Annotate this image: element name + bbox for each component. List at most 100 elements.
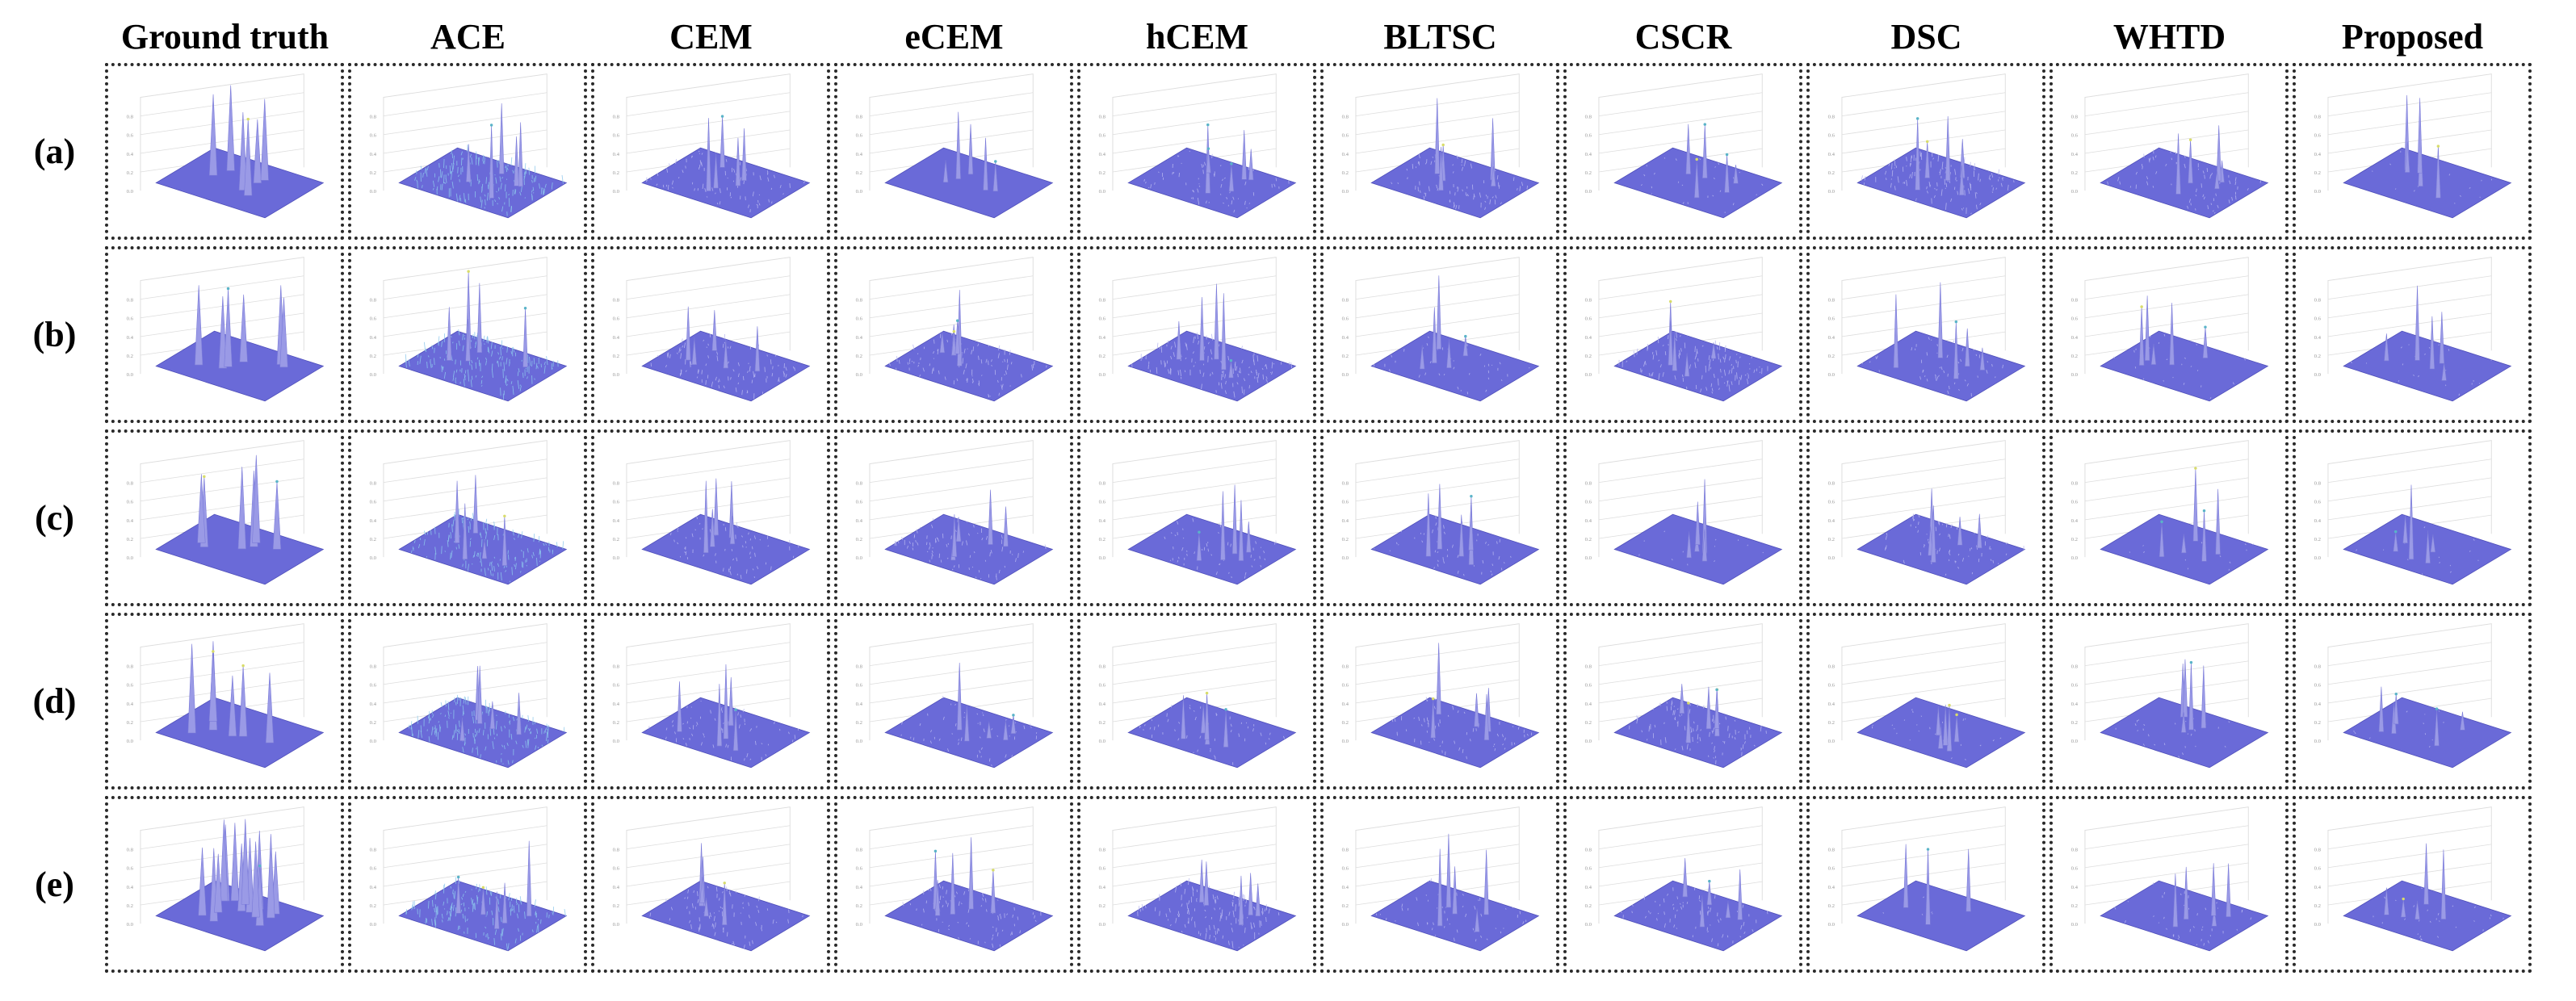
svg-text:0.2: 0.2 — [1585, 903, 1592, 909]
svg-text:0.2: 0.2 — [2071, 903, 2078, 909]
svg-text:0.4: 0.4 — [1342, 152, 1349, 157]
svg-text:0.6: 0.6 — [1342, 133, 1349, 139]
surface-plot: 0.0 0.2 0.4 0.6 0.8 — [1342, 257, 1540, 402]
svg-text:0.6: 0.6 — [1342, 866, 1349, 872]
svg-text:0.8: 0.8 — [2314, 481, 2322, 487]
svg-text:0.6: 0.6 — [2071, 683, 2079, 689]
svg-text:0.4: 0.4 — [370, 518, 377, 524]
svg-text:0.0: 0.0 — [370, 555, 377, 561]
svg-text:0.0: 0.0 — [2071, 922, 2079, 928]
svg-text:0.6: 0.6 — [1342, 500, 1349, 505]
svg-text:0.8: 0.8 — [2071, 481, 2079, 487]
surface-plot: 0.0 0.2 0.4 0.6 0.8 — [2314, 806, 2512, 952]
surface-plot: 0.0 0.2 0.4 0.6 0.8 — [1342, 806, 1540, 952]
plot-axes: 0.0 0.2 0.4 0.6 0.8 — [127, 623, 304, 744]
svg-text:0.0: 0.0 — [613, 555, 620, 561]
svg-text:0.8: 0.8 — [1342, 298, 1349, 304]
svg-text:0.4: 0.4 — [1099, 335, 1106, 341]
svg-text:0.6: 0.6 — [127, 866, 134, 872]
svg-text:0.2: 0.2 — [2071, 170, 2078, 176]
surface-floor — [398, 880, 568, 952]
plot-panel: 0.0 0.2 0.4 0.6 0.8 — [1077, 63, 1316, 240]
svg-text:0.2: 0.2 — [1342, 537, 1349, 542]
svg-text:0.2: 0.2 — [1099, 720, 1105, 726]
svg-text:0.0: 0.0 — [856, 739, 863, 744]
plot-panel: 0.0 0.2 0.4 0.6 0.8 — [1320, 246, 1559, 423]
plot-panel: 0.0 0.2 0.4 0.6 0.8 — [348, 796, 587, 973]
svg-text:0.4: 0.4 — [1099, 702, 1106, 707]
surface-floor — [398, 147, 568, 219]
svg-text:0.6: 0.6 — [1585, 866, 1592, 872]
surface-floor — [1370, 880, 1540, 952]
svg-text:0.8: 0.8 — [370, 115, 377, 120]
svg-text:0.8: 0.8 — [1099, 115, 1106, 120]
svg-text:0.4: 0.4 — [613, 152, 620, 157]
surface-plot: 0.0 0.2 0.4 0.6 0.8 — [1585, 623, 1783, 769]
surface-floor — [1127, 513, 1297, 585]
svg-text:0.4: 0.4 — [370, 885, 377, 890]
column-header: eCEM — [904, 16, 1004, 57]
svg-text:0.8: 0.8 — [127, 298, 134, 304]
svg-text:0.4: 0.4 — [2071, 885, 2079, 890]
plot-panel: 0.0 0.2 0.4 0.6 0.8 — [1806, 613, 2045, 789]
svg-text:0.8: 0.8 — [613, 115, 620, 120]
surface-floor — [2343, 147, 2512, 219]
plot-panel: 0.0 0.2 0.4 0.6 0.8 — [348, 63, 587, 240]
svg-text:0.4: 0.4 — [1828, 335, 1836, 341]
svg-text:0.4: 0.4 — [127, 518, 134, 524]
svg-text:0.0: 0.0 — [1099, 739, 1106, 744]
svg-text:0.6: 0.6 — [613, 133, 620, 139]
svg-text:0.6: 0.6 — [1585, 683, 1592, 689]
svg-text:0.0: 0.0 — [1342, 922, 1349, 928]
plot-panel: 0.0 0.2 0.4 0.6 0.8 — [2293, 246, 2532, 423]
svg-text:0.2: 0.2 — [2314, 537, 2321, 542]
svg-text:0.2: 0.2 — [127, 720, 133, 726]
plot-axes: 0.0 0.2 0.4 0.6 0.8 — [1099, 623, 1277, 744]
surface-floor — [1856, 513, 2026, 585]
svg-text:0.0: 0.0 — [856, 372, 863, 378]
svg-text:0.4: 0.4 — [1342, 335, 1349, 341]
surface-plot: 0.0 0.2 0.4 0.6 0.8 — [2314, 257, 2512, 402]
svg-text:0.2: 0.2 — [127, 537, 133, 542]
plot-panel: 0.0 0.2 0.4 0.6 0.8 — [834, 429, 1073, 606]
plot-panel: 0.0 0.2 0.4 0.6 0.8 — [348, 613, 587, 789]
surface-plot: 0.0 0.2 0.4 0.6 0.8 — [613, 440, 811, 585]
plot-panel: 0.0 0.2 0.4 0.6 0.8 — [1563, 63, 1802, 240]
svg-text:0.6: 0.6 — [370, 683, 377, 689]
svg-text:0.2: 0.2 — [613, 537, 619, 542]
surface-plot: 0.0 0.2 0.4 0.6 0.8 — [1099, 806, 1297, 952]
surface-plot: 0.0 0.2 0.4 0.6 0.8 — [2071, 73, 2269, 219]
svg-text:0.8: 0.8 — [127, 481, 134, 487]
svg-text:0.2: 0.2 — [2314, 720, 2321, 726]
plot-panel: 0.0 0.2 0.4 0.6 0.8 — [591, 63, 830, 240]
plot-panel: 0.0 0.2 0.4 0.6 0.8 — [1563, 246, 1802, 423]
surface-plot: 0.0 0.2 0.4 0.6 0.8 — [370, 806, 568, 952]
svg-text:0.2: 0.2 — [1585, 720, 1592, 726]
svg-text:0.8: 0.8 — [1342, 664, 1349, 670]
plot-panel: 0.0 0.2 0.4 0.6 0.8 — [1077, 796, 1316, 973]
surface-floor — [1613, 697, 1783, 769]
surface-plot: 0.0 0.2 0.4 0.6 0.8 — [856, 623, 1054, 769]
plot-panel: 0.0 0.2 0.4 0.6 0.8 — [834, 613, 1073, 789]
surface-floor — [1370, 147, 1540, 219]
plot-axes: 0.0 0.2 0.4 0.6 0.8 — [2071, 806, 2249, 928]
svg-text:0.2: 0.2 — [1828, 903, 1835, 909]
row-label: (e) — [35, 865, 74, 904]
svg-text:0.8: 0.8 — [370, 298, 377, 304]
svg-text:0.6: 0.6 — [2314, 866, 2322, 872]
svg-text:0.2: 0.2 — [2071, 354, 2078, 359]
svg-text:0.6: 0.6 — [613, 316, 620, 322]
plot-axes: 0.0 0.2 0.4 0.6 0.8 — [1099, 806, 1277, 928]
svg-text:0.4: 0.4 — [1099, 152, 1106, 157]
svg-text:0.2: 0.2 — [856, 537, 862, 542]
surface-floor — [1613, 880, 1783, 952]
svg-text:0.4: 0.4 — [2314, 335, 2322, 341]
surface-plot: 0.0 0.2 0.4 0.6 0.8 — [1828, 440, 2026, 585]
svg-text:0.4: 0.4 — [127, 335, 134, 341]
surface-plot: 0.0 0.2 0.4 0.6 0.8 — [370, 257, 568, 402]
svg-text:0.6: 0.6 — [2314, 683, 2322, 689]
svg-text:0.0: 0.0 — [2071, 189, 2079, 195]
surface-floor — [1370, 513, 1540, 585]
surface-plot: 0.0 0.2 0.4 0.6 0.8 — [2071, 623, 2269, 769]
surface-floor — [1127, 147, 1297, 219]
